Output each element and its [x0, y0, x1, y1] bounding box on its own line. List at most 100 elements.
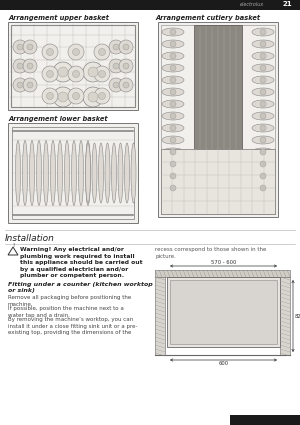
Circle shape — [68, 44, 84, 60]
Text: !: ! — [12, 243, 14, 248]
Ellipse shape — [92, 143, 97, 203]
Circle shape — [113, 82, 119, 88]
Text: 570 - 600: 570 - 600 — [211, 260, 236, 265]
Ellipse shape — [71, 141, 76, 206]
Ellipse shape — [252, 112, 274, 120]
Ellipse shape — [29, 141, 34, 206]
Circle shape — [113, 44, 119, 50]
Circle shape — [123, 82, 129, 88]
Circle shape — [17, 82, 23, 88]
Bar — [11, 25, 135, 107]
Circle shape — [68, 88, 84, 104]
Ellipse shape — [50, 141, 56, 206]
Ellipse shape — [162, 40, 184, 48]
Circle shape — [46, 71, 53, 77]
Ellipse shape — [162, 184, 184, 192]
Circle shape — [73, 93, 80, 99]
Bar — [170, 280, 277, 344]
Text: Arrangement lower basket: Arrangement lower basket — [8, 116, 107, 122]
Ellipse shape — [162, 52, 184, 60]
Circle shape — [170, 125, 176, 131]
Bar — [0, 0, 300, 10]
Bar — [155, 277, 165, 355]
Circle shape — [17, 44, 23, 50]
Circle shape — [46, 93, 53, 99]
Ellipse shape — [112, 143, 116, 203]
Circle shape — [42, 88, 58, 104]
Circle shape — [23, 59, 37, 73]
Ellipse shape — [252, 52, 274, 60]
Circle shape — [113, 63, 119, 69]
Circle shape — [27, 63, 33, 69]
Ellipse shape — [124, 143, 130, 203]
Circle shape — [23, 40, 37, 54]
Ellipse shape — [162, 160, 184, 168]
Text: recess correspond to those shown in the
picture.: recess correspond to those shown in the … — [155, 247, 266, 258]
Circle shape — [94, 88, 110, 104]
Bar — [280, 277, 290, 355]
Text: Fitting under a counter (kitchen worktop
or sink): Fitting under a counter (kitchen worktop… — [8, 282, 153, 293]
Bar — [230, 415, 300, 425]
Circle shape — [23, 78, 37, 92]
Circle shape — [123, 44, 129, 50]
Circle shape — [170, 161, 176, 167]
Ellipse shape — [131, 143, 136, 203]
Text: Installation: Installation — [5, 234, 55, 243]
Circle shape — [13, 59, 27, 73]
Ellipse shape — [162, 112, 184, 120]
Circle shape — [27, 44, 33, 50]
Circle shape — [123, 63, 129, 69]
Bar — [8, 22, 138, 110]
Circle shape — [58, 92, 68, 102]
Bar — [194, 25, 242, 152]
Circle shape — [98, 48, 106, 56]
Circle shape — [170, 41, 176, 47]
Ellipse shape — [162, 76, 184, 84]
Circle shape — [13, 40, 27, 54]
Ellipse shape — [252, 28, 274, 36]
Circle shape — [68, 66, 84, 82]
Ellipse shape — [162, 28, 184, 36]
Ellipse shape — [252, 64, 274, 72]
Ellipse shape — [105, 143, 110, 203]
Circle shape — [27, 82, 33, 88]
Circle shape — [260, 185, 266, 191]
Circle shape — [260, 125, 266, 131]
Ellipse shape — [98, 143, 104, 203]
Circle shape — [260, 65, 266, 71]
Circle shape — [260, 113, 266, 119]
Circle shape — [53, 87, 73, 107]
Circle shape — [94, 44, 110, 60]
Circle shape — [170, 173, 176, 179]
Circle shape — [260, 101, 266, 107]
Circle shape — [170, 101, 176, 107]
Circle shape — [260, 161, 266, 167]
Ellipse shape — [118, 143, 123, 203]
Circle shape — [119, 40, 133, 54]
Circle shape — [260, 77, 266, 83]
Ellipse shape — [252, 76, 274, 84]
Circle shape — [88, 92, 98, 102]
Circle shape — [109, 40, 123, 54]
Text: 820: 820 — [295, 314, 300, 318]
Ellipse shape — [252, 172, 274, 180]
Circle shape — [94, 66, 110, 82]
Circle shape — [98, 93, 106, 99]
Ellipse shape — [252, 184, 274, 192]
Text: 600: 600 — [218, 361, 229, 366]
Circle shape — [260, 137, 266, 143]
Text: Arrangement upper basket: Arrangement upper basket — [8, 15, 109, 21]
Text: If possible, position the machine next to a
water tap and a drain.: If possible, position the machine next t… — [8, 306, 124, 317]
Ellipse shape — [85, 143, 91, 203]
Circle shape — [13, 78, 27, 92]
Circle shape — [109, 59, 123, 73]
Ellipse shape — [162, 88, 184, 96]
Bar — [161, 149, 275, 214]
Circle shape — [46, 48, 53, 56]
Circle shape — [170, 137, 176, 143]
Bar — [12, 127, 134, 219]
Circle shape — [88, 67, 98, 77]
Circle shape — [170, 77, 176, 83]
Circle shape — [58, 67, 68, 77]
Circle shape — [170, 29, 176, 35]
